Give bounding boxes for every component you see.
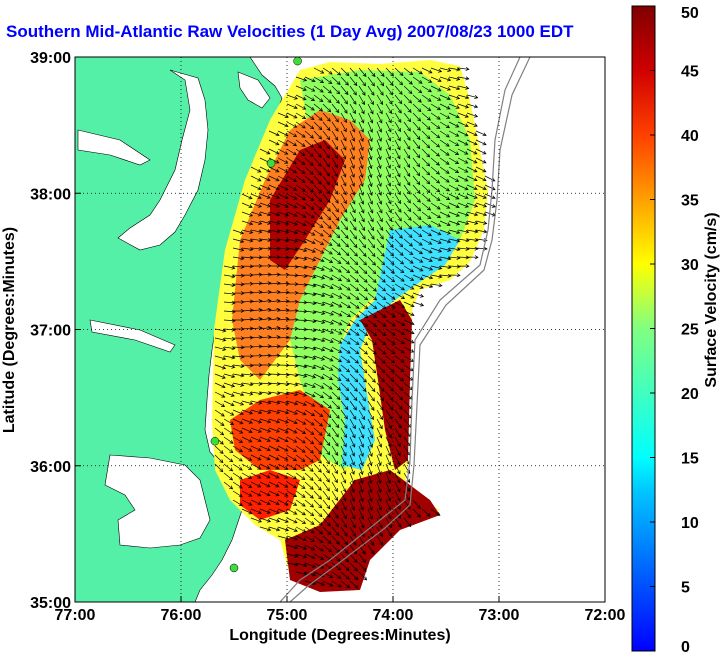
grid-lines [75, 57, 605, 602]
colorbar-tick-label: 45 [681, 64, 699, 81]
y-tick-label: 36:00 [30, 459, 71, 476]
chesapeake-bay [117, 69, 209, 251]
x-tick-label: 77:00 [55, 607, 96, 624]
colorbar-tick-label: 20 [681, 386, 699, 403]
colorbar-tick-label: 0 [681, 639, 690, 656]
colorbar-label: Surface Velocity (cm/s) [703, 212, 720, 387]
delaware-bay [237, 71, 271, 109]
colorbar-tick-label: 50 [681, 5, 699, 22]
y-axis: 39:00 38:00 37:00 36:00 35:00 [30, 50, 81, 612]
x-tick-label: 76:00 [161, 607, 202, 624]
map-title: Southern Mid-Atlantic Raw Velocities (1 … [6, 22, 574, 41]
colorbar-tick-label: 25 [681, 322, 699, 339]
isobath-line-2 [289, 57, 531, 602]
velocity-arrows [214, 67, 497, 589]
x-tick-label: 73:00 [479, 607, 520, 624]
y-tick-label: 38:00 [30, 186, 71, 203]
colorbar-tick-label: 5 [681, 580, 690, 597]
station-marker [293, 56, 302, 66]
river-water [77, 129, 151, 166]
colorbar-tick-label: 10 [681, 515, 699, 532]
colorbar-tick-label: 15 [681, 451, 699, 468]
isobath-line [279, 57, 521, 602]
x-axis: 77:00 76:00 75:00 74:00 73:00 72:00 [55, 596, 626, 624]
station-marker [210, 436, 220, 446]
colorbar-tick-label: 30 [681, 257, 699, 274]
stations [210, 56, 302, 573]
river-water-2 [89, 319, 176, 353]
x-tick-label: 75:00 [267, 607, 308, 624]
x-axis-label: Longitude (Degrees:Minutes) [229, 627, 450, 644]
station-marker [229, 563, 239, 573]
arrow-glyphs [214, 67, 497, 589]
sound-water [104, 454, 211, 549]
x-tick-label: 74:00 [373, 607, 414, 624]
y-tick-label: 37:00 [30, 323, 71, 340]
y-tick-label: 35:00 [30, 595, 71, 612]
station-marker [266, 159, 276, 168]
colorbar-ticks: 0 5 10 15 20 25 30 35 40 45 50 [650, 5, 699, 656]
y-axis-label: Latitude (Degrees:Minutes) [1, 227, 18, 433]
y-tick-label: 39:00 [30, 50, 71, 67]
x-tick-label: 72:00 [585, 607, 626, 624]
colorbar-tick-label: 35 [681, 193, 699, 210]
colorbar-tick-label: 40 [681, 128, 699, 145]
